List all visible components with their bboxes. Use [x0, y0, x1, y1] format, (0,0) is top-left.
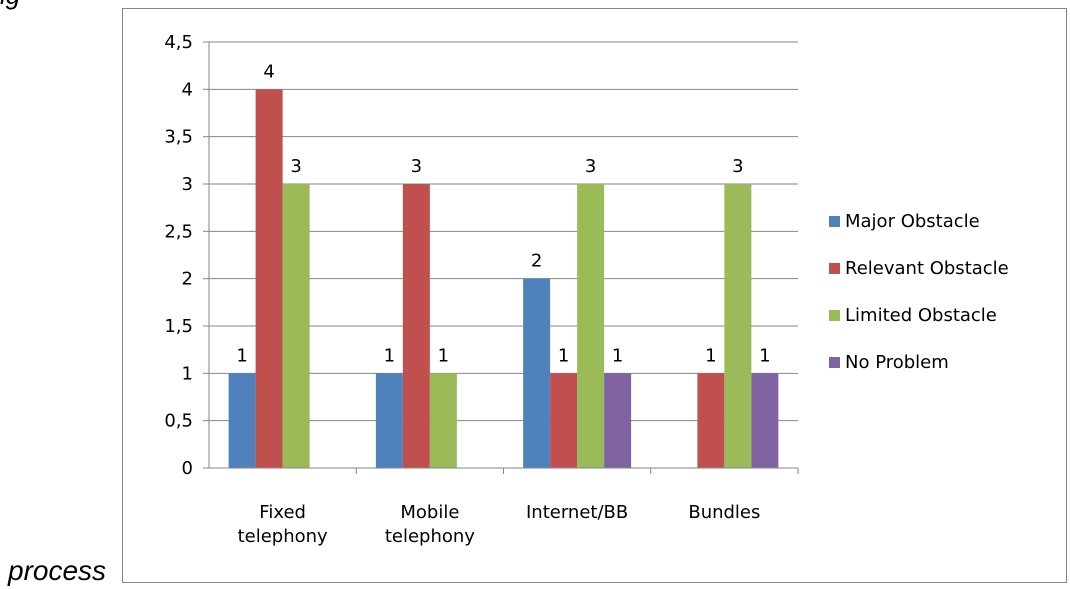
bar	[604, 373, 632, 468]
y-tick-label: 1	[182, 363, 193, 384]
legend-label: Limited Obstacle	[845, 305, 997, 326]
legend-label: Major Obstacle	[845, 211, 980, 232]
data-label: 1	[384, 345, 395, 366]
y-tick-label: 3,5	[164, 127, 193, 148]
x-tick-label-line: telephony	[238, 526, 328, 547]
data-label: 3	[585, 156, 596, 177]
chart-frame: 1 4 3 1 3 1 2 1 3 1 1 3 1 0 0,5 1 1,5 2 2,5 3 3,5 4 4,5 Fixed t…	[122, 8, 1067, 583]
x-tick-label: Internet/BB	[526, 502, 628, 523]
bar	[228, 373, 256, 468]
data-label: 1	[236, 345, 247, 366]
bar	[550, 373, 578, 468]
bar	[255, 89, 283, 468]
bar	[429, 373, 457, 468]
data-label: 3	[290, 156, 301, 177]
bar	[402, 184, 430, 468]
data-label: 2	[531, 251, 542, 272]
bar	[697, 373, 725, 468]
bar	[751, 373, 779, 468]
x-tick-label: Fixed telephony	[238, 502, 328, 547]
process-caption-text: process	[8, 555, 107, 586]
y-tick-label: 4,5	[164, 32, 193, 53]
data-label: 1	[759, 345, 770, 366]
bar-chart: 1 4 3 1 3 1 2 1 3 1 1 3 1 0 0,5 1 1,5 2 2,5 3 3,5 4 4,5 Fixed t…	[164, 32, 1009, 547]
data-label: 4	[263, 61, 274, 82]
y-tick-label: 2	[182, 269, 193, 290]
bar	[577, 184, 605, 468]
bar	[523, 278, 551, 468]
x-tick-label: Bundles	[688, 502, 760, 523]
y-tick-label: 3	[182, 174, 193, 195]
y-tick-label: 0,5	[164, 411, 193, 432]
legend-swatch	[829, 216, 840, 227]
x-tick-label: Mobile telephony	[385, 502, 475, 547]
y-tick-label: 4	[182, 79, 193, 100]
bar	[375, 373, 403, 468]
data-labels: 1 4 3 1 3 1 2 1 3 1 1 3 1	[236, 61, 770, 366]
data-label: 1	[558, 345, 569, 366]
x-tick-label-line: Internet/BB	[526, 502, 628, 523]
data-label: 1	[705, 345, 716, 366]
data-label: 3	[732, 156, 743, 177]
legend: Major Obstacle Relevant Obstacle Limited O…	[829, 211, 1009, 373]
legend-label: Relevant Obstacle	[845, 258, 1009, 279]
data-label: 3	[411, 156, 422, 177]
y-tick-label: 2,5	[164, 221, 193, 242]
x-tick-label-line: telephony	[385, 526, 475, 547]
legend-label: No Problem	[845, 352, 949, 373]
x-tick-label-line: Bundles	[688, 502, 760, 523]
clipped-heading-text: ig	[0, 0, 20, 11]
y-tick-label: 1,5	[164, 316, 193, 337]
x-tick-label-line: Fixed	[259, 502, 306, 523]
bar	[282, 184, 310, 468]
bar	[724, 184, 752, 468]
x-tick-label-line: Mobile	[400, 502, 459, 523]
legend-swatch	[829, 310, 840, 321]
data-label: 1	[612, 345, 623, 366]
y-tick-label: 0	[182, 458, 193, 479]
legend-swatch	[829, 357, 840, 368]
bars	[228, 89, 779, 468]
data-label: 1	[438, 345, 449, 366]
legend-swatch	[829, 263, 840, 274]
